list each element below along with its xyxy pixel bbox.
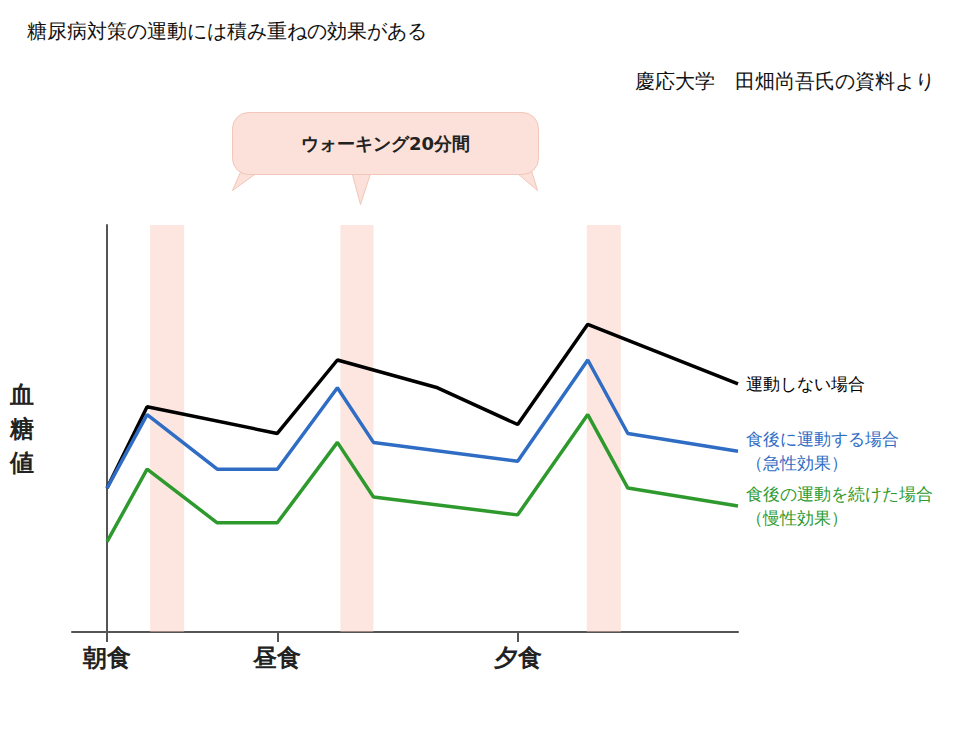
svg-text:糖尿病対策の運動には積み重ねの効果がある: 糖尿病対策の運動には積み重ねの効果がある (27, 19, 427, 43)
svg-text:糖: 糖 (9, 415, 34, 443)
svg-text:慶応大学 田畑尚吾氏の資料より: 慶応大学 田畑尚吾氏の資料より (635, 69, 935, 93)
svg-text:（急性効果）: （急性効果） (746, 453, 848, 473)
svg-text:食後の運動を続けた場合: 食後の運動を続けた場合 (746, 484, 933, 504)
svg-text:ウォーキング20分間: ウォーキング20分間 (301, 133, 470, 154)
svg-text:運動しない場合: 運動しない場合 (746, 374, 865, 394)
svg-text:食後に運動する場合: 食後に運動する場合 (746, 429, 899, 449)
svg-text:夕食: 夕食 (493, 644, 542, 672)
svg-text:値: 値 (9, 449, 34, 477)
svg-text:（慢性効果）: （慢性効果） (746, 508, 848, 528)
svg-text:血: 血 (9, 381, 34, 409)
svg-text:昼食: 昼食 (252, 644, 301, 672)
svg-text:朝食: 朝食 (82, 644, 131, 672)
